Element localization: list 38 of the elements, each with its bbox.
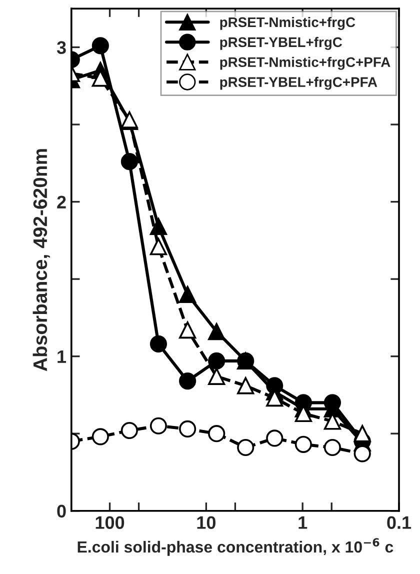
point (150, 218, 168, 236)
point (179, 372, 196, 390)
x-tick-label: 0.1 (387, 516, 412, 529)
legend-label: pRSET-Nmistic+frgC+PFA (220, 56, 390, 70)
point (294, 436, 312, 453)
y-tick-label: 0 (57, 504, 66, 518)
x-tick-label: 100 (96, 516, 124, 529)
point (150, 238, 168, 256)
point (266, 430, 284, 447)
y-axis-title: Absorbance, 492-620nm (32, 149, 50, 372)
point (92, 37, 109, 54)
point (208, 352, 226, 370)
point (179, 420, 196, 438)
y-tick-label: 3 (56, 41, 66, 54)
legend-label: pRSET-YBEL+frgC+PFA (220, 76, 378, 90)
point (150, 335, 168, 352)
x-axis-title: E.coli solid-phase concentration, x 10$^{−6}$ c (78, 538, 394, 556)
point (266, 377, 284, 394)
point (120, 153, 138, 170)
x-tick-label: 10 (197, 516, 216, 529)
point (208, 368, 226, 385)
y-tick-label: 1 (58, 350, 66, 363)
legend-label: pRSET-YBEL+frgC (220, 36, 342, 50)
point (237, 377, 254, 394)
legend-label: pRSET-Nmistic+frgC (220, 16, 356, 30)
point (208, 323, 226, 340)
point (354, 425, 371, 442)
point (179, 286, 196, 304)
point (354, 445, 371, 462)
point (179, 322, 196, 339)
point (237, 438, 254, 456)
point (120, 422, 138, 440)
y-tick-label: 2 (57, 196, 66, 208)
point (92, 428, 109, 446)
point (324, 438, 341, 456)
point (150, 417, 168, 434)
x-tick-label: 1 (298, 516, 308, 529)
point (208, 425, 226, 442)
